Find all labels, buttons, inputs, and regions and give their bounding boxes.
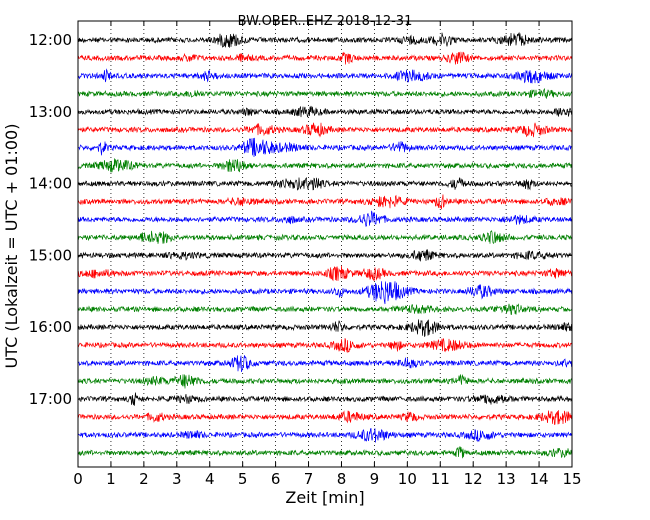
trace-1600: [77, 319, 573, 338]
y-tick-label: 13:00: [29, 103, 72, 121]
trace-1745: [77, 446, 573, 459]
y-tick-label: 14:00: [29, 175, 72, 193]
y-axis-label: UTC (Lokalzeit = UTC + 01:00): [2, 124, 21, 369]
trace-1400: [77, 177, 573, 191]
plot-frame: [77, 20, 573, 468]
x-tick-label: 8: [337, 470, 347, 488]
trace-1245: [77, 87, 573, 100]
trace-1230: [77, 68, 573, 84]
y-tick-label: 15:00: [29, 246, 72, 264]
chart-title: BW.OBER..EHZ 2018-12-31: [238, 14, 413, 29]
trace-1645: [77, 374, 573, 389]
x-tick-label: 1: [106, 470, 116, 488]
x-tick-labels: 0 1 2 3 4 5 6 7 8 9 10 11 12 13 14 15: [73, 470, 581, 488]
x-tick-label: 2: [139, 470, 149, 488]
trace-1615: [77, 338, 573, 354]
x-tick-label: 3: [172, 470, 182, 488]
x-tick-label: 4: [205, 470, 215, 488]
x-tick-label: 10: [398, 470, 417, 488]
x-tick-label: 6: [271, 470, 281, 488]
x-tick-label: 13: [497, 470, 516, 488]
x-tick-label: 12: [464, 470, 483, 488]
trace-1415: [77, 194, 573, 210]
seismic-traces: [77, 31, 573, 459]
trace-1200: [77, 31, 573, 48]
trace-1315: [77, 122, 573, 138]
trace-1500: [77, 249, 573, 262]
x-axis-label: Zeit [min]: [285, 488, 364, 507]
x-tick-label: 9: [370, 470, 380, 488]
trace-1430: [77, 210, 573, 228]
trace-1715: [77, 410, 573, 426]
x-tick-label: 15: [562, 470, 581, 488]
y-tick-label: 17:00: [29, 390, 72, 408]
x-tick-label: 5: [238, 470, 248, 488]
x-tick-label: 0: [73, 470, 83, 488]
trace-1300: [77, 105, 573, 118]
trace-1630: [77, 355, 573, 373]
trace-1445: [77, 230, 573, 244]
x-tick-label: 11: [431, 470, 450, 488]
x-tick-label: 14: [530, 470, 549, 488]
trace-1330: [77, 137, 573, 157]
x-tick-label: 7: [304, 470, 314, 488]
y-tick-label: 12:00: [29, 31, 72, 49]
trace-1530: [77, 281, 573, 305]
trace-1345: [77, 158, 573, 173]
trace-1545: [77, 303, 573, 315]
y-tick-labels: 12:00 13:00 14:00 15:00 16:00 17:00: [29, 31, 72, 408]
trace-1515: [77, 265, 573, 282]
trace-1215: [77, 51, 573, 65]
trace-1730: [77, 427, 573, 443]
trace-1700: [77, 392, 573, 406]
y-tick-label: 16:00: [29, 318, 72, 336]
axis-ticks: [77, 21, 573, 467]
